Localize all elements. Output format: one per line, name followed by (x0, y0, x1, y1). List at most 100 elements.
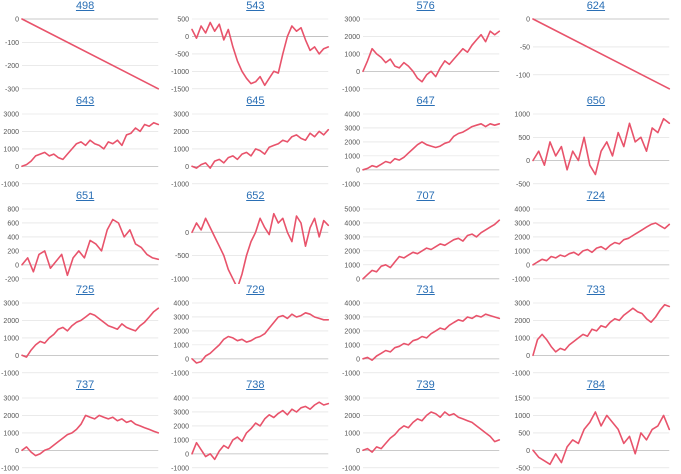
chart-title-link[interactable]: 725 (75, 284, 95, 297)
chart-plot: 3000 2000 1000 0 -1000 (1, 396, 160, 472)
chart-plot: 0 -50 -100 (516, 17, 670, 90)
chart-plot: 3000 2000 1000 0 -1000 (1, 301, 160, 378)
y-tick-label: 1000 (344, 51, 360, 58)
y-tick-label: 3000 (174, 315, 190, 322)
chart-title-link[interactable]: 576 (416, 0, 435, 12)
chart-panel-9: 652 0 -500 -1000 (170, 190, 340, 285)
y-tick-label: 4000 (344, 111, 360, 118)
series-line (191, 312, 330, 365)
y-tick-label: -1000 (1, 371, 19, 378)
y-tick-label: -1000 (171, 69, 189, 76)
chart-title-link[interactable]: 738 (246, 379, 265, 392)
chart-panel-18: 739 3000 2000 1000 0 -1000 (341, 379, 511, 474)
y-tick-label: -1000 (1, 465, 19, 472)
chart-title-link[interactable]: 543 (246, 0, 265, 12)
chart-plot: 1500 1000 500 0 -500 (514, 396, 670, 472)
chart-title-link[interactable]: 737 (75, 379, 95, 392)
chart-title-link[interactable]: 645 (246, 94, 265, 107)
y-tick-label: 0 (526, 353, 530, 360)
chart-title-link[interactable]: 739 (416, 379, 435, 392)
y-tick-label: 1000 (514, 413, 530, 420)
chart-title-link[interactable]: 647 (416, 94, 435, 107)
y-tick-label: -500 (175, 253, 189, 260)
y-tick-label: -1000 (342, 86, 360, 93)
y-tick-label: 0 (356, 276, 360, 283)
chart-panel-13: 729 4000 3000 2000 1000 0 -1000 (170, 284, 340, 379)
chart-panel-14: 731 4000 3000 2000 1000 0 -1000 (341, 284, 511, 379)
chart-title-link[interactable]: 733 (586, 284, 606, 297)
y-tick-label: 0 (356, 357, 360, 364)
chart-panel-17: 738 4000 3000 2000 1000 0 -1000 (170, 379, 340, 474)
chart-panel-2: 576 3000 2000 1000 0 -1000 (341, 0, 511, 95)
y-tick-label: 4000 (174, 301, 190, 308)
y-tick-label: 1000 (174, 343, 190, 350)
y-tick-label: -300 (5, 86, 19, 93)
y-tick-label: 1000 (514, 248, 530, 255)
y-tick-label: 2000 (514, 318, 530, 325)
y-tick-label: 2000 (344, 329, 360, 336)
y-tick-label: 3000 (344, 315, 360, 322)
y-tick-label: 0 (15, 262, 19, 269)
y-tick-label: -1000 (171, 276, 189, 283)
chart-title-link[interactable]: 729 (246, 284, 265, 297)
y-tick-label: 1000 (514, 111, 530, 118)
chart-title-link[interactable]: 724 (586, 189, 606, 202)
y-tick-label: 0 (15, 448, 19, 455)
chart-plot: 800 600 400 200 0 -200 (5, 206, 160, 283)
chart-title-link[interactable]: 498 (75, 0, 95, 12)
y-tick-label: 2000 (344, 34, 360, 41)
y-tick-label: 1000 (344, 262, 360, 269)
y-tick-label: -1000 (1, 181, 19, 188)
chart-panel-0: 498 0 -100 -200 -300 (0, 0, 170, 95)
y-tick-label: 3000 (174, 111, 190, 118)
chart-title-link[interactable]: 652 (246, 189, 265, 202)
y-tick-label: 400 (7, 234, 19, 241)
chart-title-link[interactable]: 707 (416, 189, 435, 202)
chart-panel-16: 737 3000 2000 1000 0 -1000 (0, 379, 170, 474)
y-tick-label: 1000 (3, 431, 19, 438)
y-tick-label: 0 (356, 69, 360, 76)
series-line (191, 212, 330, 285)
chart-title-link[interactable]: 784 (586, 379, 606, 392)
chart-plot: 4000 3000 2000 1000 0 -1000 (171, 396, 330, 472)
chart-plot: 4000 3000 2000 1000 0 -1000 (342, 301, 500, 378)
y-tick-label: 200 (7, 248, 19, 255)
chart-panel-7: 650 1000 500 0 -500 (511, 95, 681, 190)
series-line (361, 411, 500, 454)
y-tick-label: 1000 (344, 153, 360, 160)
y-tick-label: 4000 (344, 220, 360, 227)
series-line (531, 304, 670, 357)
y-tick-label: 1000 (3, 146, 19, 153)
y-tick-label: -1000 (342, 181, 360, 188)
y-tick-label: -1000 (342, 465, 360, 472)
y-tick-label: 1500 (514, 396, 530, 403)
y-tick-label: -1000 (171, 371, 189, 378)
y-tick-label: 0 (15, 353, 19, 360)
chart-title-link[interactable]: 650 (586, 94, 606, 107)
y-tick-label: 2000 (344, 413, 360, 420)
chart-title-link[interactable]: 651 (75, 189, 95, 202)
series-line (361, 30, 500, 83)
chart-title-link[interactable]: 643 (75, 94, 95, 107)
chart-plot: 3000 2000 1000 0 -1000 (342, 396, 500, 472)
y-tick-label: 3000 (3, 111, 19, 118)
chart-panel-15: 733 3000 2000 1000 0 -1000 (511, 284, 681, 379)
series-line (191, 21, 330, 87)
y-tick-label: 0 (356, 167, 360, 174)
chart-plot: 4000 3000 2000 1000 0 -1000 (512, 206, 670, 283)
chart-plot: 5000 4000 3000 2000 1000 0 (344, 206, 500, 283)
chart-panel-3: 624 0 -50 -100 (511, 0, 681, 95)
y-tick-label: 500 (518, 431, 530, 438)
y-tick-label: 2000 (174, 129, 190, 136)
y-tick-label: 0 (15, 164, 19, 171)
y-tick-label: 1000 (174, 438, 190, 445)
chart-panel-12: 725 3000 2000 1000 0 -1000 (0, 284, 170, 379)
y-tick-label: 1000 (344, 431, 360, 438)
chart-title-link[interactable]: 731 (416, 284, 435, 297)
y-tick-label: 800 (7, 206, 19, 213)
y-tick-label: -500 (516, 465, 530, 472)
series-line (531, 18, 670, 90)
y-tick-label: -1500 (171, 86, 189, 93)
chart-title-link[interactable]: 624 (586, 0, 606, 12)
